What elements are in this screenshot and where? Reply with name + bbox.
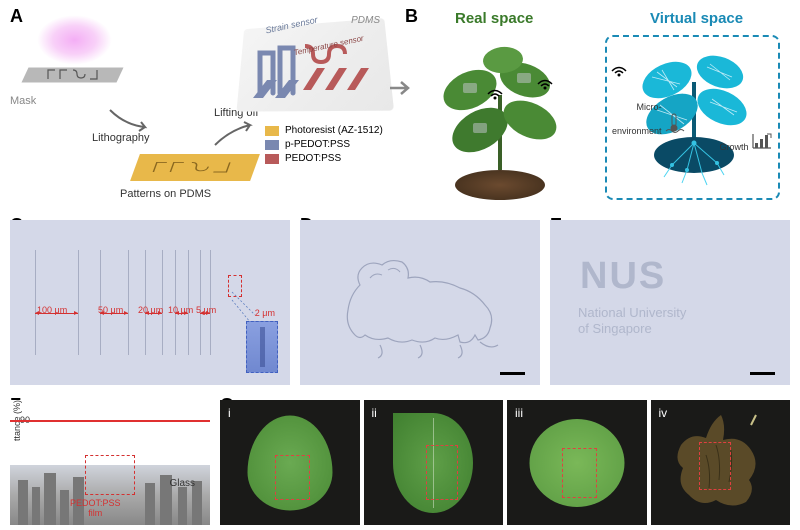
dim-5: 5 μm <box>196 305 216 315</box>
legend-text: p-PEDOT:PSS <box>285 139 350 150</box>
growth-chart-icon <box>751 132 773 150</box>
inset-label: 2 μm <box>255 308 275 318</box>
microenv-label: Micro- environment <box>612 102 686 136</box>
panel-g-leaves: i ii iii iv <box>220 400 790 525</box>
glass-label: Glass <box>169 478 195 489</box>
inset-magnified <box>246 321 278 373</box>
wifi-icon <box>535 70 555 90</box>
real-plant <box>425 35 575 200</box>
panel-b-concept: Real space Virtual space <box>405 10 790 205</box>
dim-50: 50 μm <box>98 305 123 315</box>
patterns-label: Patterns on PDMS <box>120 188 211 200</box>
leaf-iii: iii <box>507 400 647 525</box>
mask-label: Mask <box>10 95 36 107</box>
mask-pattern-icon <box>45 67 100 82</box>
pdms-text: PDMS <box>351 15 380 26</box>
growth-label: Growth <box>719 132 773 152</box>
dim-20: 20 μm <box>138 305 163 315</box>
scalebar <box>750 372 775 375</box>
panel-a-fabrication: Mask Lithography Patterns on PDMS Liftin… <box>10 10 390 205</box>
leaf-ii: ii <box>364 400 504 525</box>
dim-10: 10 μm <box>168 305 193 315</box>
dim-100: 100 μm <box>37 305 67 315</box>
pedot-region <box>85 455 135 495</box>
legend-text: Photoresist (AZ-1512) <box>285 125 383 136</box>
sensor-overlay <box>426 445 458 500</box>
wifi-icon <box>609 57 629 77</box>
legend-item: p-PEDOT:PSS <box>265 139 383 150</box>
legend-swatch <box>265 126 279 136</box>
flexible-sensor: PDMS Strain sensor Temperature sensor <box>235 10 385 115</box>
real-space-label: Real space <box>455 10 533 27</box>
legend-item: Photoresist (AZ-1512) <box>265 125 383 136</box>
panel-e-nus: NUS National University of Singapore <box>550 220 790 385</box>
panel-f-transmittance: 90 ttance (%) PEDOT:PSS film Glass <box>10 400 210 525</box>
soil-mound <box>455 170 545 200</box>
leaf-iv: iv <box>651 400 791 525</box>
lion-icon <box>330 250 510 360</box>
legend-swatch <box>265 140 279 150</box>
sensor-overlay <box>699 442 731 490</box>
legend-item: PEDOT:PSS <box>265 153 383 164</box>
mask-schematic <box>25 15 125 85</box>
sensor-overlay <box>562 448 597 498</box>
panel-d-lion <box>300 220 540 385</box>
legend-text: PEDOT:PSS <box>285 153 341 164</box>
leaf-i: i <box>220 400 360 525</box>
wifi-icon <box>485 80 505 100</box>
arrow-liftoff <box>210 120 260 150</box>
legend-swatch <box>265 154 279 164</box>
arrow-lithography <box>105 105 155 135</box>
pdms-substrate <box>130 154 260 181</box>
legend-a: Photoresist (AZ-1512) p-PEDOT:PSS PEDOT:… <box>265 125 383 167</box>
scalebar <box>500 372 525 375</box>
transmittance-curve <box>10 420 210 422</box>
virtual-plant: Micro- environment Growth <box>605 35 780 200</box>
thermometer-icon <box>664 112 686 134</box>
roman-ii: ii <box>372 406 377 420</box>
nus-subtitle: National University of Singapore <box>578 305 686 336</box>
sensor-overlay <box>275 455 310 500</box>
roman-i: i <box>228 406 231 420</box>
roman-iii: iii <box>515 406 523 420</box>
virtual-space-label: Virtual space <box>650 10 743 27</box>
panel-c-micrograph: 100 μm 50 μm 20 μm 10 μm 5 μm 2 μm <box>10 220 290 385</box>
lithography-label: Lithography <box>92 132 150 144</box>
pedot-label: PEDOT:PSS film <box>70 498 121 518</box>
nus-logo-text: NUS <box>580 255 666 298</box>
